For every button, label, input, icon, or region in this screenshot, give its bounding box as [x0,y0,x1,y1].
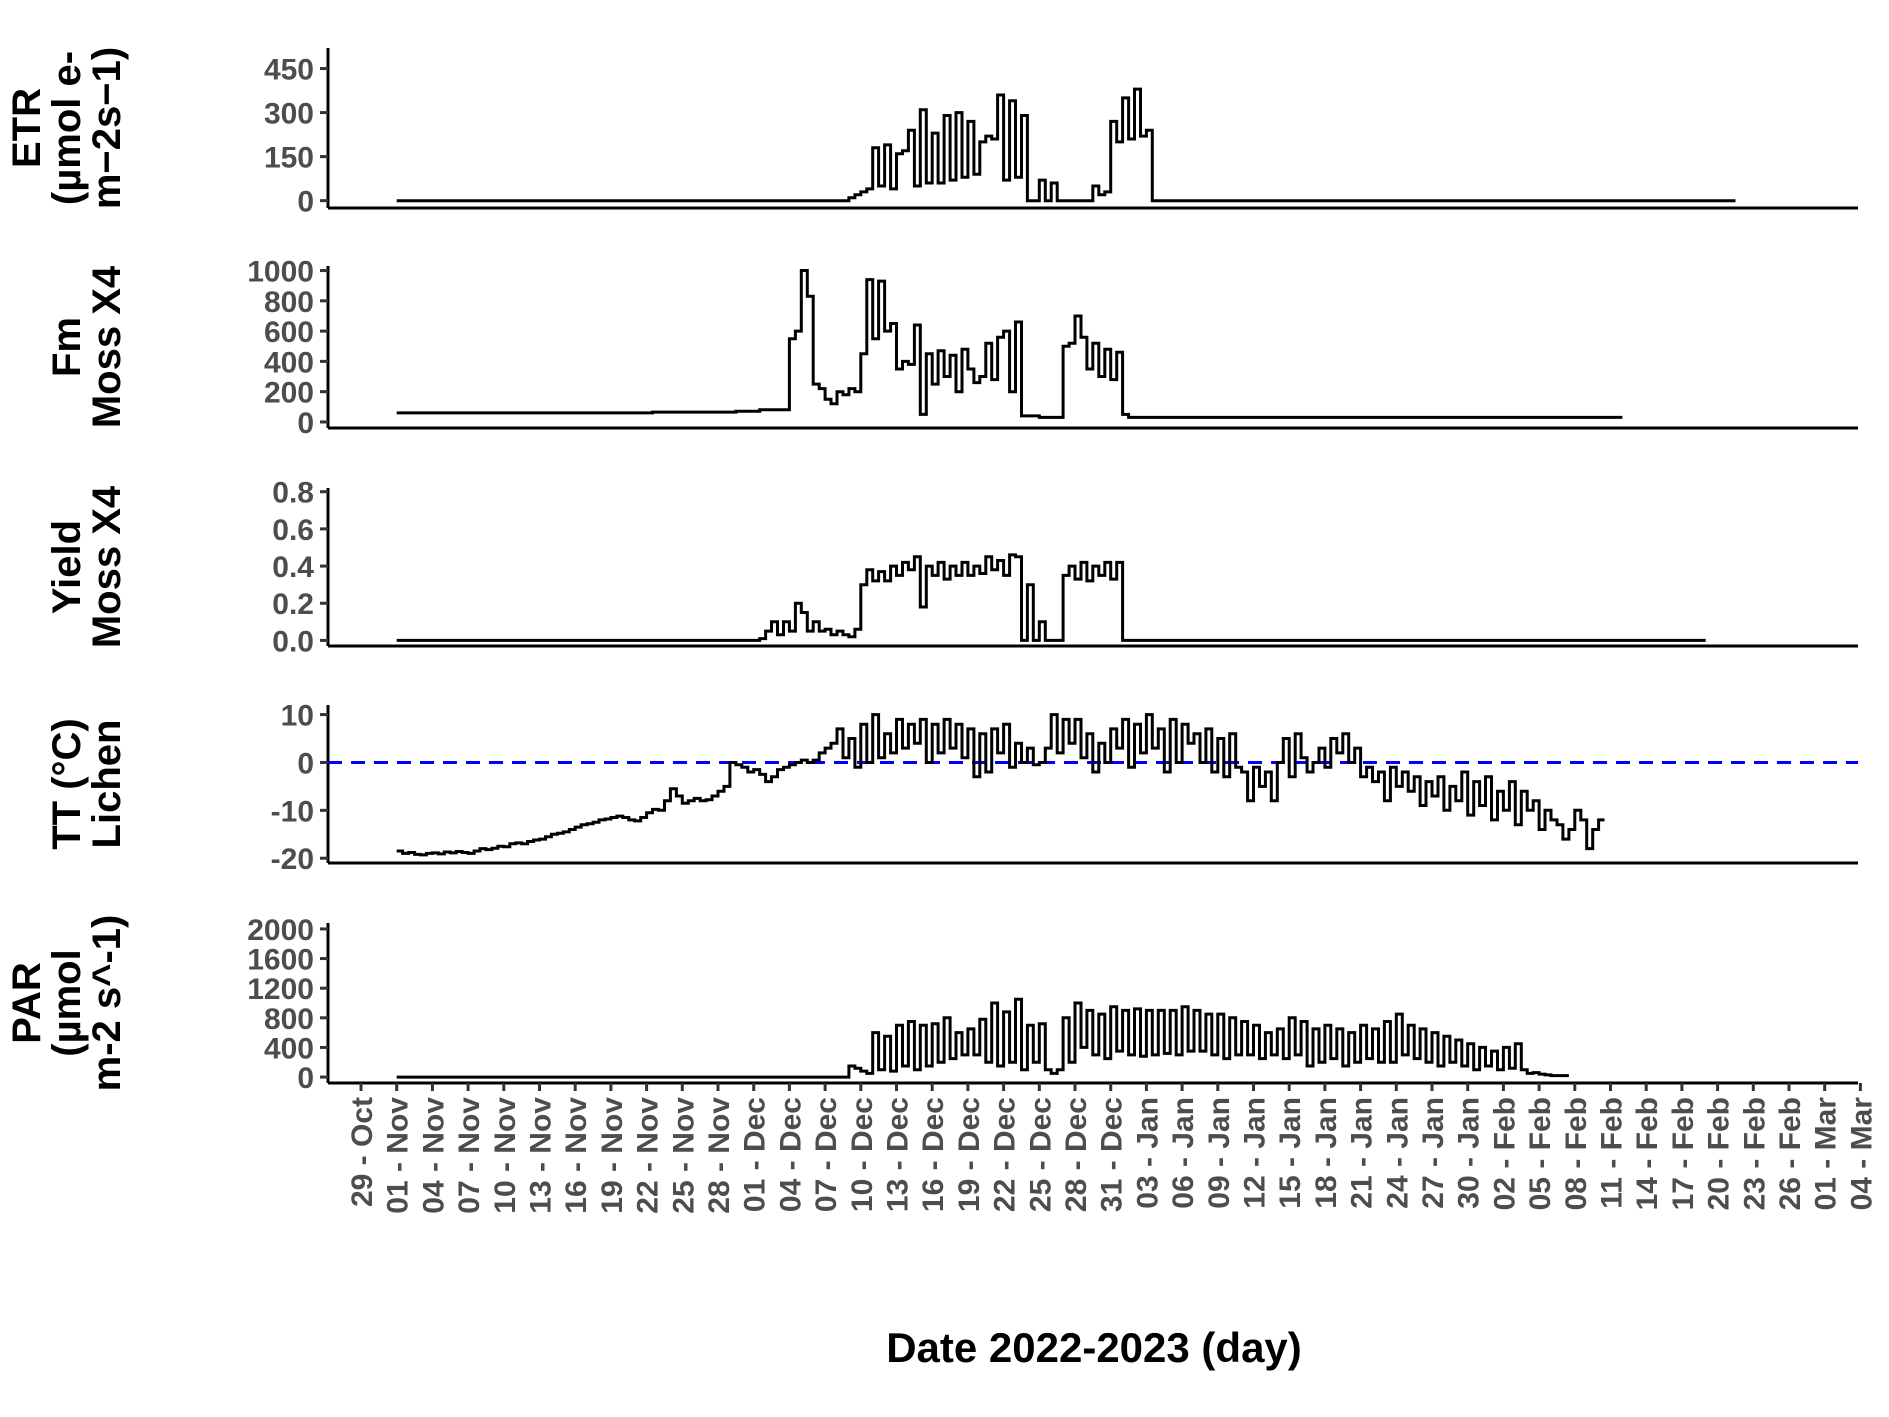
y-tick-label: 200 [264,377,314,410]
y-tick-label: 0.4 [272,551,314,584]
series-line [396,997,1569,1079]
x-tick-label: 14 - Feb [1631,1097,1664,1210]
y-tick-label: 400 [264,1032,314,1065]
y-tick-label: 1200 [247,973,314,1006]
panel-ylabel: Moss X4 [85,485,129,648]
series-line [396,553,1706,642]
x-tick-label: 26 - Feb [1774,1097,1807,1210]
x-tick-label: 16 - Dec [917,1097,950,1212]
x-tick-label: 16 - Nov [560,1097,593,1214]
x-tick-label: 12 - Jan [1239,1097,1272,1209]
x-tick-label: 07 - Dec [810,1097,843,1212]
x-tick-label: 05 - Feb [1524,1097,1557,1210]
x-tick-label: 19 - Nov [596,1097,629,1214]
x-tick-label: 09 - Jan [1203,1097,1236,1209]
x-tick-label: 28 - Nov [703,1097,736,1214]
x-tick-label: 03 - Jan [1131,1097,1164,1209]
x-tick-label: 27 - Jan [1417,1097,1450,1209]
y-tick-label: 0 [297,186,314,219]
panel-ylabel: TT (°C) [45,718,89,850]
panel-ylabel: Moss X4 [85,265,129,428]
y-tick-label: 10 [281,700,314,733]
y-tick-label: 600 [264,316,314,349]
x-tick-label: 18 - Jan [1310,1097,1343,1209]
panel-ylabel: (µmol [45,949,89,1056]
x-tick-label: 28 - Dec [1060,1097,1093,1212]
panel-ylabel: (µmol e- [45,51,89,205]
panel-ylabel: ETR [5,88,49,168]
x-tick-label: 07 - Nov [453,1097,486,1214]
series-line [396,713,1605,857]
y-tick-label: 1600 [247,944,314,977]
x-tick-label: 01 - Mar [1810,1097,1843,1211]
y-tick-label: 2000 [247,914,314,947]
y-tick-label: 1000 [247,256,314,289]
x-tick-label: 02 - Feb [1488,1097,1521,1210]
x-tick-label: 20 - Feb [1703,1097,1736,1210]
x-tick-label: 30 - Jan [1453,1097,1486,1209]
y-tick-label: -20 [271,843,314,876]
x-tick-label: 22 - Dec [989,1097,1022,1212]
x-tick-label: 01 - Nov [382,1097,415,1214]
x-tick-label: 15 - Jan [1274,1097,1307,1209]
panel-ylabel: m−2s−1) [85,47,129,209]
series-line [396,87,1736,203]
x-tick-label: 04 - Dec [774,1097,807,1212]
panel-ylabel: Lichen [85,720,129,849]
x-tick-label: 25 - Nov [667,1097,700,1214]
x-tick-label: 13 - Dec [882,1097,915,1212]
x-tick-label: 25 - Dec [1024,1097,1057,1212]
y-tick-label: 0.8 [272,477,314,510]
x-tick-label: 19 - Dec [953,1097,986,1212]
x-tick-label: 29 - Oct [346,1097,379,1207]
y-tick-label: -10 [271,795,314,828]
x-tick-label: 17 - Feb [1667,1097,1700,1210]
x-tick-label: 04 - Mar [1845,1097,1878,1211]
x-tick-label: 10 - Nov [489,1097,522,1214]
x-axis-title: Date 2022-2023 (day) [886,1324,1302,1371]
x-tick-label: 13 - Nov [525,1097,558,1214]
y-tick-label: 0.0 [272,625,314,658]
x-tick-label: 04 - Nov [417,1097,450,1214]
x-tick-label: 11 - Feb [1596,1097,1629,1209]
panel-ylabel: Fm [45,317,89,377]
series-line [396,269,1623,419]
y-tick-label: 150 [264,142,314,175]
x-tick-label: 23 - Feb [1738,1097,1771,1210]
panel-ylabel: Yield [45,520,89,614]
panel-ylabel: m-2 s^-1) [85,915,129,1092]
y-tick-label: 450 [264,54,314,87]
x-tick-label: 21 - Jan [1346,1097,1379,1209]
x-tick-label: 24 - Jan [1381,1097,1414,1209]
x-tick-label: 31 - Dec [1096,1097,1129,1212]
y-tick-label: 0.2 [272,588,314,621]
x-tick-label: 06 - Jan [1167,1097,1200,1209]
y-tick-label: 800 [264,286,314,319]
y-tick-label: 0 [297,747,314,780]
y-tick-label: 0 [297,1062,314,1095]
x-tick-label: 08 - Feb [1560,1097,1593,1210]
y-tick-label: 0.6 [272,514,314,547]
y-tick-label: 300 [264,98,314,131]
panel-ylabel: PAR [5,962,49,1044]
x-tick-label: 01 - Dec [739,1097,772,1212]
x-tick-label: 10 - Dec [846,1097,879,1212]
y-tick-label: 0 [297,407,314,440]
y-tick-label: 400 [264,346,314,379]
x-tick-label: 22 - Nov [632,1097,665,1214]
y-tick-label: 800 [264,1003,314,1036]
